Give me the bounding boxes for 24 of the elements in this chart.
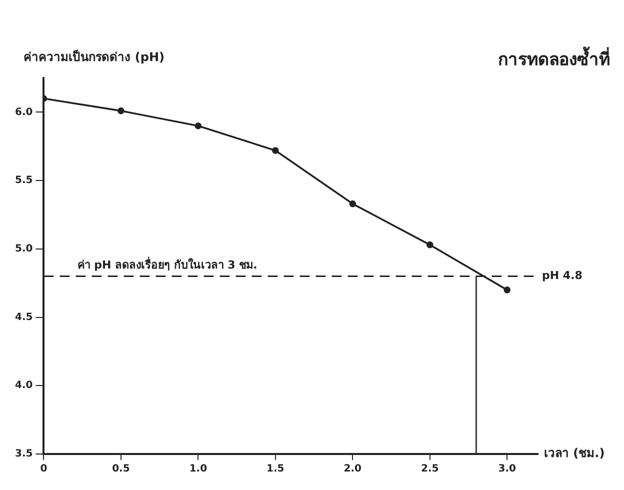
x-tick-label: 0: [40, 464, 48, 475]
point: [272, 147, 279, 154]
y-axis-title: ค่าความเป็นกรดด่าง (pH): [24, 49, 164, 64]
point: [426, 241, 434, 248]
y-tick-label: 5.5: [14, 175, 33, 186]
chart-title: การทดลองซ้ำที่: [498, 46, 610, 70]
x-tick-label: 1.5: [266, 464, 284, 475]
point: [504, 286, 511, 294]
x-tick-label: 1.0: [189, 464, 208, 475]
x-tick-label: 3.0: [498, 464, 516, 475]
y-tick-label: 4.0: [14, 380, 33, 392]
x-tick-label: 0.5: [112, 464, 130, 475]
point: [194, 122, 202, 130]
annotation: ค่า pH ลดลงเรื่อยๆ กับในเวลา 3 ชม.: [77, 256, 258, 272]
x-axis-title: เวลา (ชม.): [544, 446, 605, 460]
point: [118, 107, 124, 114]
y-tick-label: 3.5: [14, 448, 33, 460]
y-tick-label: 6.0: [14, 106, 33, 118]
x-tick-label: 2.0: [344, 464, 362, 475]
ref-line-label: pH 4.8: [542, 269, 582, 282]
point: [349, 200, 356, 208]
x-tick-label: 2.5: [421, 464, 439, 475]
y-tick-label: 4.5: [14, 312, 33, 323]
y-tick-label: 5.0: [14, 244, 33, 255]
